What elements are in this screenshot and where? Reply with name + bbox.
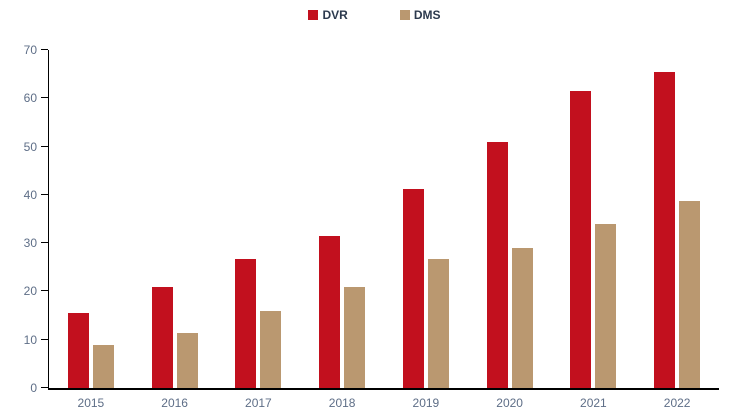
y-axis-label: 10 (23, 332, 37, 347)
x-axis-label-2015: 2015 (77, 396, 105, 410)
x-axis-label-2017: 2017 (245, 396, 272, 410)
y-axis-label: 30 (23, 236, 37, 251)
y-axis-label: 70 (23, 43, 37, 57)
bar-group-2017 (217, 50, 301, 388)
legend-swatch-dms (399, 10, 410, 20)
y-axis-tick (41, 387, 48, 388)
legend-item-dvr: DVR (308, 8, 348, 22)
bar-dvr-2018 (319, 235, 341, 388)
bar-dms-2021 (595, 223, 617, 388)
bar-dvr-2020 (486, 141, 508, 388)
bar-dms-2018 (344, 286, 366, 388)
x-axis-label-2022: 2022 (663, 396, 691, 410)
y-axis-tick (41, 193, 48, 195)
y-axis-label: 50 (23, 139, 37, 154)
y-axis-label: 20 (23, 284, 37, 299)
bar-dvr-2017 (235, 259, 257, 388)
bar-group-2015 (49, 50, 133, 388)
bar-dms-2017 (260, 310, 282, 388)
y-axis-label: 0 (30, 381, 37, 395)
y-axis-tick (41, 97, 48, 99)
plot-area: 2015 2016 2017 2018 2019 2020 2021 2022 0 10 20 30… (24, 44, 719, 409)
bar-dms-2020 (511, 247, 533, 388)
bar-dms-2016 (176, 333, 198, 388)
legend-label: DMS (413, 8, 441, 22)
bars-container (49, 50, 719, 388)
y-axis-label: 60 (23, 91, 37, 106)
legend-item-dms: DMS (399, 8, 441, 22)
bar-group-2018 (300, 50, 384, 388)
legend-swatch-dvr (308, 10, 319, 20)
x-axis-label-2016: 2016 (161, 396, 188, 410)
y-axis-tick (41, 338, 48, 340)
bar-dms-2022 (679, 200, 701, 388)
legend-label: DVR (322, 8, 348, 22)
bar-group-2016 (133, 50, 217, 388)
x-axis-label-2019: 2019 (412, 396, 440, 410)
y-axis-tick (41, 145, 48, 147)
bar-dms-2015 (92, 344, 114, 388)
y-axis-label: 40 (23, 187, 37, 202)
bar-dvr-2021 (570, 91, 592, 388)
chart-legend: DVR DMS (0, 9, 749, 21)
bar-group-2021 (552, 50, 636, 388)
y-axis-tick (41, 49, 48, 50)
x-axis-labels: 2015 2016 2017 2018 2019 2020 2021 2022 (49, 397, 719, 409)
y-axis-tick (41, 290, 48, 292)
x-axis-label-2020: 2020 (496, 396, 523, 410)
bar-dvr-2016 (151, 286, 173, 388)
bar-group-2022 (635, 50, 719, 388)
bar-dms-2019 (427, 259, 449, 388)
bar-dvr-2019 (402, 189, 424, 388)
bar-dvr-2022 (654, 71, 676, 388)
bar-group-2020 (468, 50, 552, 388)
bar-dvr-2015 (67, 313, 89, 388)
bar-group-2019 (384, 50, 468, 388)
x-axis-label-2021: 2021 (580, 396, 607, 410)
y-axis-tick (41, 242, 48, 244)
x-axis-label-2018: 2018 (328, 396, 356, 410)
